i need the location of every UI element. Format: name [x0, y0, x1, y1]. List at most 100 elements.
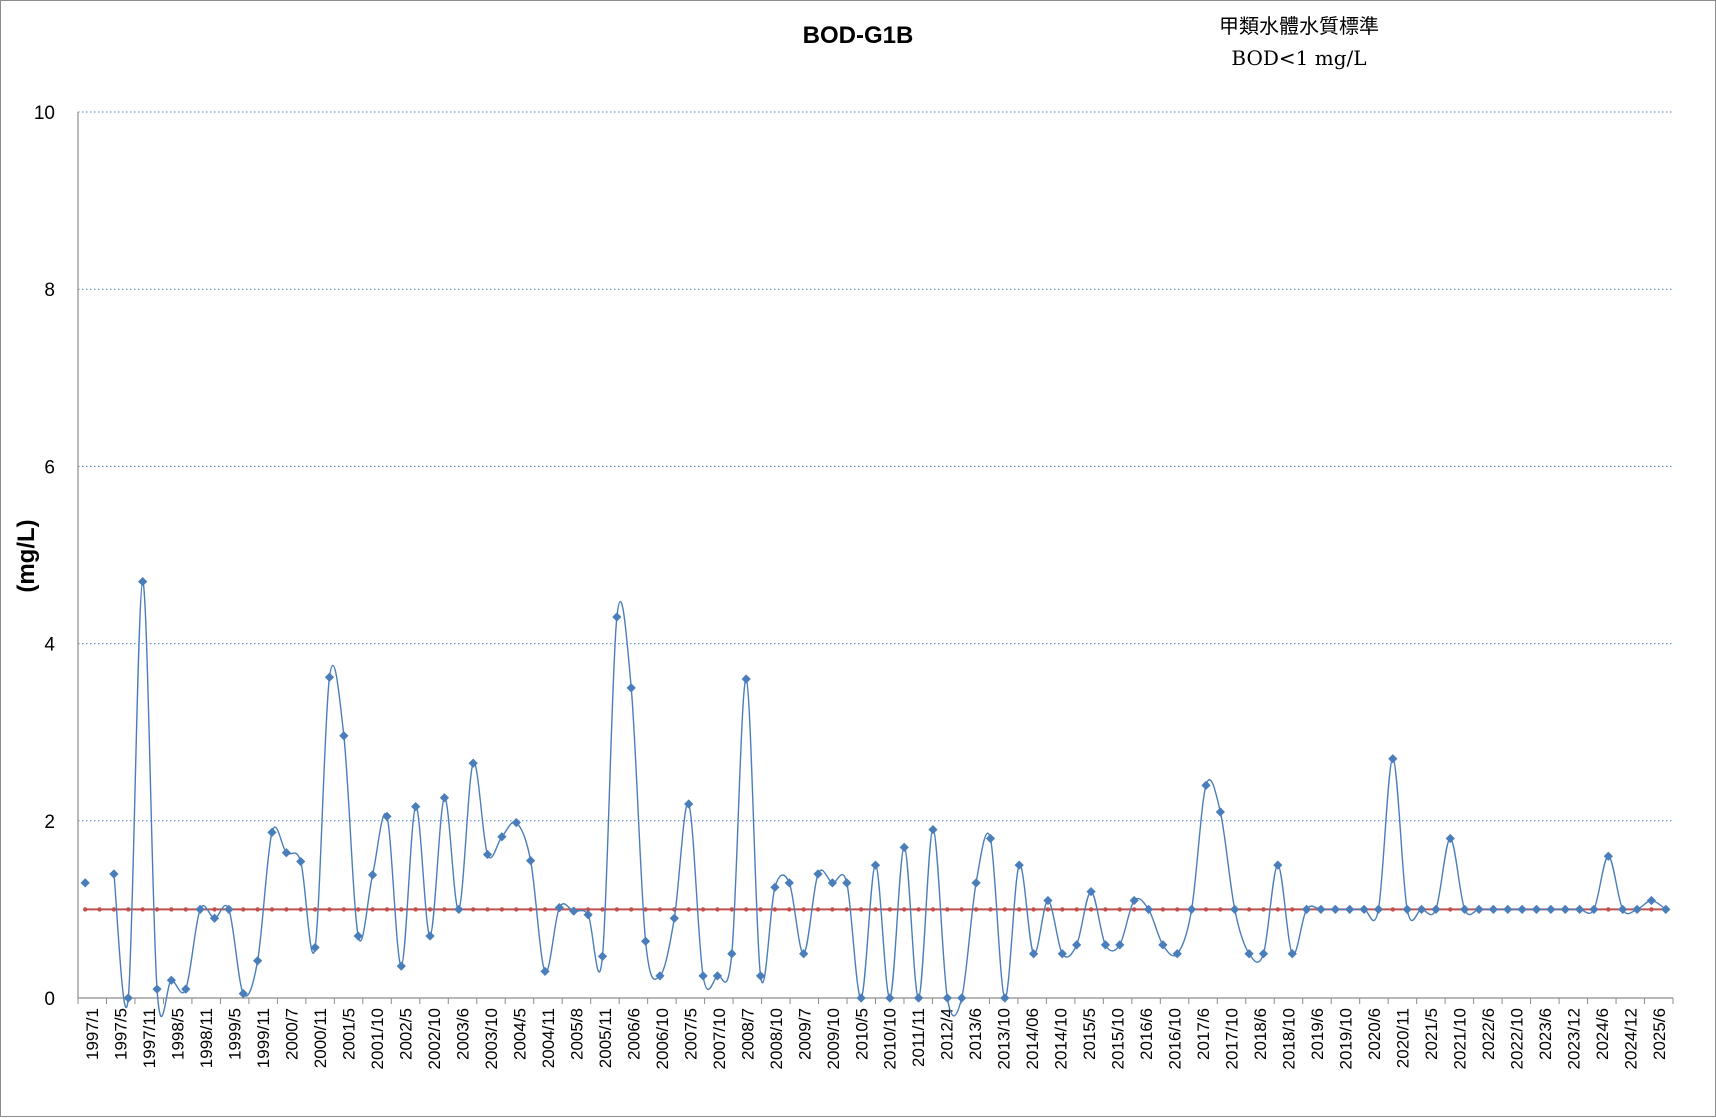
- bod-point: [181, 984, 191, 994]
- x-tick-label: 2008/10: [767, 1008, 786, 1069]
- bod-point: [396, 961, 406, 971]
- x-tick-label: 1997/11: [140, 1008, 159, 1068]
- x-tick-label: 2010/5: [852, 1008, 871, 1060]
- bod-point: [1402, 904, 1412, 915]
- standard-point: [1088, 907, 1094, 912]
- x-tick-label: 2017/10: [1223, 1008, 1242, 1069]
- bod-point: [1301, 904, 1312, 915]
- bod-point: [454, 904, 464, 915]
- standard-point: [1275, 907, 1281, 912]
- bod-point: [1172, 949, 1182, 959]
- bod-point: [1330, 904, 1340, 915]
- standard-point: [341, 907, 347, 912]
- y-tick-labels: 0 2 4 6 8 10: [34, 103, 56, 1010]
- bod-point: [123, 993, 133, 1003]
- y-tick-label: 4: [44, 635, 55, 656]
- bod-point: [1618, 904, 1628, 915]
- standard-point: [1203, 907, 1209, 912]
- bod-point: [1187, 904, 1197, 915]
- bod-point: [324, 672, 335, 682]
- gridlines: [78, 111, 1673, 822]
- bod-point: [597, 951, 608, 961]
- bod-point: [439, 793, 450, 803]
- x-tick-label: 1997/1: [83, 1008, 102, 1060]
- bod-point: [138, 576, 148, 587]
- bod-point: [842, 878, 852, 888]
- bod-point: [526, 856, 536, 866]
- bod-point: [1129, 895, 1139, 906]
- bod-point: [799, 949, 809, 959]
- standard-point: [370, 907, 375, 912]
- standard-point: [1390, 907, 1395, 912]
- x-tick-label: 2018/6: [1251, 1008, 1270, 1060]
- x-tick-label: 2006/6: [624, 1008, 643, 1060]
- standard-point: [327, 907, 332, 912]
- bod-point: [511, 817, 521, 828]
- x-tick-label: 2013/10: [995, 1008, 1014, 1069]
- bod-point: [640, 936, 651, 946]
- bod-point: [913, 993, 924, 1003]
- bod-point: [1589, 904, 1599, 915]
- standard-note-line-1: 甲類水體水質標準: [1219, 14, 1379, 38]
- x-tick-label: 2005/8: [567, 1008, 586, 1060]
- standard-point: [1261, 907, 1266, 912]
- standard-point: [140, 907, 145, 912]
- standard-point: [873, 907, 878, 912]
- bod-point: [899, 842, 909, 853]
- bod-point: [238, 988, 248, 999]
- x-tick-label: 2017/6: [1194, 1008, 1213, 1060]
- standard-point: [427, 907, 433, 912]
- chart-title: BOD-G1B: [803, 22, 914, 49]
- standard-point: [1060, 907, 1065, 912]
- bod-point: [1287, 949, 1297, 959]
- standard-point: [686, 907, 691, 912]
- bod-point: [353, 931, 363, 941]
- bod-series: [80, 576, 1671, 1018]
- x-tick-label: 2025/6: [1650, 1008, 1669, 1060]
- bod-point: [1445, 833, 1455, 844]
- standard-point: [916, 907, 921, 912]
- bod-point: [1531, 904, 1542, 915]
- bod-point: [382, 811, 392, 821]
- bod-point: [885, 993, 895, 1003]
- bod-point: [1143, 904, 1154, 915]
- x-tick-label: 2020/11: [1393, 1008, 1412, 1068]
- standard-point: [169, 907, 174, 912]
- x-tick-label: 2009/7: [795, 1008, 814, 1060]
- x-tick-label: 1999/5: [226, 1008, 245, 1060]
- standard-point: [930, 907, 936, 912]
- bod-point: [827, 878, 838, 888]
- bod-point: [1072, 940, 1082, 950]
- bod-point: [942, 993, 952, 1003]
- x-tick-label: 2002/10: [425, 1008, 444, 1069]
- standard-point: [1290, 907, 1295, 912]
- bod-point: [1316, 904, 1326, 915]
- standard-point: [111, 907, 117, 912]
- x-tick-labels: 1997/1 1997/5 1997/11 1998/5 1998/11 1999/5 19…: [83, 1008, 1669, 1069]
- x-tick-label: 2005/11: [596, 1008, 615, 1068]
- x-tick-label: 2023/6: [1536, 1008, 1555, 1060]
- bod-point: [1244, 949, 1254, 959]
- x-tick-label: 2019/10: [1336, 1008, 1355, 1069]
- standard-point: [126, 907, 131, 912]
- x-tick-label: 1998/11: [197, 1008, 216, 1068]
- x-tick-label: 2018/10: [1279, 1008, 1298, 1069]
- standard-point: [212, 907, 217, 912]
- standard-point: [887, 907, 893, 912]
- standard-point: [1246, 907, 1252, 912]
- bod-point: [741, 674, 751, 684]
- x-tick-label: 1997/5: [112, 1008, 131, 1060]
- standard-point: [758, 907, 763, 912]
- bod-point: [554, 903, 564, 913]
- bod-point: [1100, 940, 1111, 950]
- bod-point: [1043, 895, 1053, 906]
- standard-point: [384, 907, 390, 912]
- bod-point: [1431, 904, 1441, 915]
- bod-point: [339, 731, 349, 741]
- axes: [77, 112, 1674, 1004]
- bod-series-line: [113, 580, 1667, 1018]
- x-tick-label: 2015/10: [1109, 1008, 1128, 1069]
- bod-point: [267, 827, 277, 837]
- standard-point: [1160, 907, 1166, 912]
